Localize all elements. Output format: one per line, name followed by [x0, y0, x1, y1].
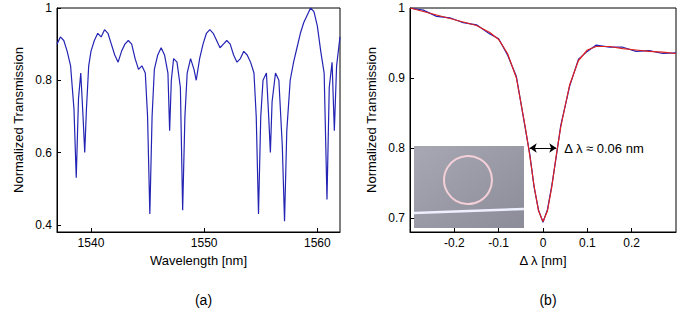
svg-text:(a): (a) [195, 292, 212, 308]
svg-text:1: 1 [45, 1, 52, 15]
svg-text:1550: 1550 [191, 236, 218, 250]
svg-text:1: 1 [398, 1, 405, 15]
svg-text:0.2: 0.2 [623, 236, 640, 250]
svg-text:1540: 1540 [78, 236, 105, 250]
svg-text:0.8: 0.8 [388, 141, 405, 155]
svg-text:1560: 1560 [304, 236, 331, 250]
svg-text:0.9: 0.9 [388, 71, 405, 85]
svg-text:0.1: 0.1 [579, 236, 596, 250]
svg-text:Δ λ ≈ 0.06 nm: Δ λ ≈ 0.06 nm [564, 141, 643, 156]
svg-text:-0.2: -0.2 [444, 236, 465, 250]
svg-text:Normalized Transmission: Normalized Transmission [11, 47, 26, 193]
svg-text:0.4: 0.4 [35, 218, 52, 232]
svg-text:Normalized Transmission: Normalized Transmission [364, 47, 379, 193]
svg-text:Δ λ [nm]: Δ λ [nm] [520, 253, 567, 268]
svg-text:(b): (b) [539, 292, 556, 308]
svg-text:Wavelength [nm]: Wavelength [nm] [150, 253, 247, 268]
svg-text:0.6: 0.6 [35, 146, 52, 160]
svg-text:0: 0 [540, 236, 547, 250]
svg-text:-0.1: -0.1 [488, 236, 509, 250]
svg-text:0.8: 0.8 [35, 73, 52, 87]
svg-text:0.7: 0.7 [388, 211, 405, 225]
